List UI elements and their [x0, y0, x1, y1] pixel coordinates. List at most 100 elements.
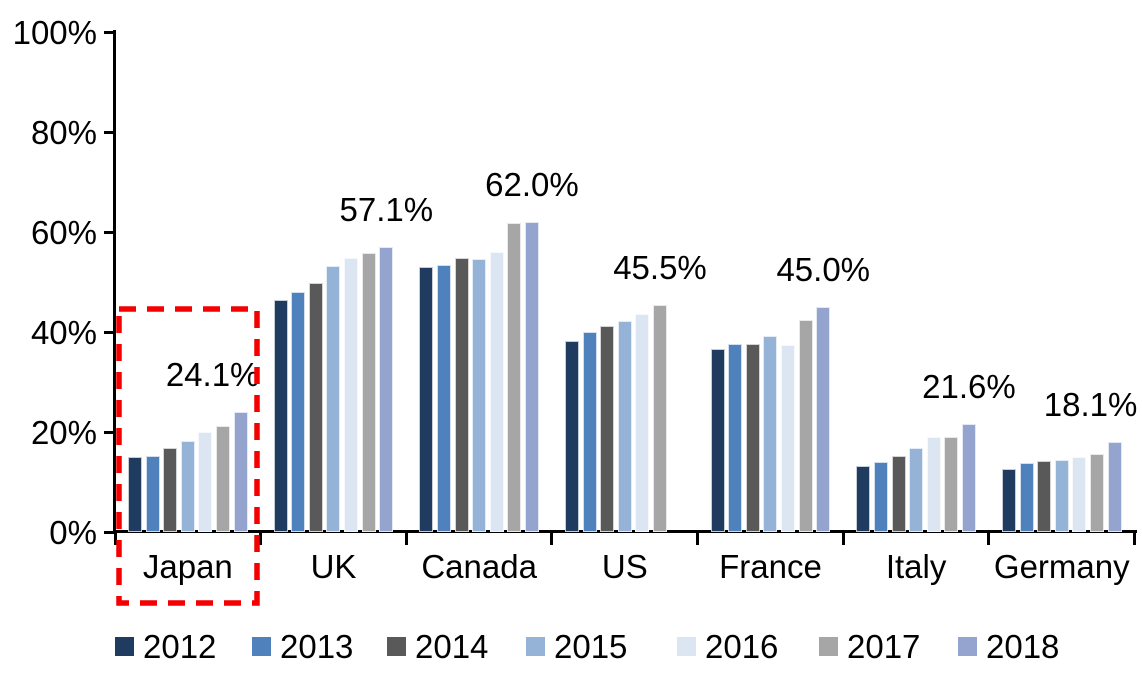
category-label-germany: Germany [993, 548, 1130, 585]
legend-label-2018: 2018 [986, 628, 1060, 665]
y-tick-label: 100% [12, 14, 97, 51]
bar-germany-2016 [1072, 456, 1087, 532]
category-label-us: US [601, 548, 648, 585]
bar-canada-2018 [524, 222, 539, 532]
y-tick [104, 530, 115, 534]
category-label-japan: Japan [142, 548, 233, 585]
y-tick [104, 230, 115, 234]
bar-france-2015 [763, 335, 778, 532]
bar-uk-2018 [379, 246, 394, 532]
x-tick [841, 532, 845, 545]
bar-uk-2014 [308, 283, 323, 532]
bar-france-2016 [781, 344, 796, 532]
bar-group-germany [989, 32, 1135, 532]
bar-japan-2016 [198, 431, 213, 532]
bar-france-2013 [728, 343, 743, 532]
bar-uk-2016 [344, 258, 359, 532]
y-tick-label: 80% [30, 114, 97, 151]
bar-italy-2014 [891, 455, 906, 532]
bar-italy-2013 [873, 461, 888, 532]
bar-italy-2015 [909, 448, 924, 532]
legend-swatch-2014 [387, 637, 406, 656]
y-tick [104, 30, 115, 34]
x-tick [113, 532, 117, 545]
x-tick [404, 532, 408, 545]
bar-germany-2013 [1019, 463, 1034, 532]
bar-france-2017 [798, 319, 813, 532]
bar-uk-2015 [326, 266, 341, 532]
legend-swatch-2018 [958, 637, 977, 656]
bar-italy-2018 [961, 424, 976, 532]
bar-us-2016 [635, 313, 650, 532]
category-label-italy: Italy [885, 548, 947, 585]
bar-group-japan [115, 32, 261, 532]
bar-france-2018 [816, 307, 831, 532]
legend-swatch-2016 [677, 637, 696, 656]
bar-italy-2017 [944, 436, 959, 532]
legend-label-2015: 2015 [554, 628, 628, 665]
legend-swatch-2017 [819, 637, 838, 656]
bar-france-2012 [710, 348, 725, 532]
bar-canada-2017 [507, 223, 522, 532]
data-label-germany: 18.1% [1043, 385, 1138, 423]
bar-japan-2012 [128, 457, 143, 532]
bar-germany-2012 [1001, 469, 1016, 532]
bar-germany-2015 [1054, 459, 1069, 532]
legend-label-2016: 2016 [705, 628, 779, 665]
legend-swatch-2012 [115, 637, 134, 656]
bar-group-canada [406, 32, 552, 532]
bar-us-2013 [582, 331, 597, 532]
bar-japan-2018 [233, 411, 248, 532]
legend-swatch-2013 [252, 637, 271, 656]
bar-germany-2014 [1037, 461, 1052, 532]
bar-group-uk [261, 32, 407, 532]
legend: 2012 2013 2014 2015 2016 2017 2018 [0, 629, 1142, 669]
category-label-canada: Canada [421, 548, 537, 585]
bar-uk-2017 [361, 252, 376, 532]
bar-uk-2012 [273, 300, 288, 532]
bar-canada-2013 [436, 265, 451, 532]
bar-canada-2015 [472, 258, 487, 532]
bar-italy-2016 [926, 437, 941, 532]
bar-uk-2013 [291, 292, 306, 532]
bar-group-us [552, 32, 698, 532]
legend-swatch-2015 [526, 637, 545, 656]
legend-label-2013: 2013 [280, 628, 354, 665]
bar-japan-2015 [180, 440, 195, 532]
x-tick [696, 532, 700, 545]
y-tick [104, 130, 115, 134]
data-label-italy: 21.6% [922, 368, 1016, 405]
x-tick [1133, 532, 1137, 545]
y-tick-label: 0% [49, 514, 97, 551]
bar-germany-2018 [1107, 441, 1122, 532]
bar-group-france [698, 32, 844, 532]
bar-france-2014 [745, 343, 760, 532]
bar-canada-2016 [489, 251, 504, 532]
y-tick-label: 20% [30, 414, 97, 451]
bar-germany-2017 [1089, 453, 1104, 532]
legend-label-2017: 2017 [847, 628, 921, 665]
bar-us-2017 [652, 304, 667, 532]
bar-japan-2017 [216, 425, 231, 532]
bar-group-italy [843, 32, 989, 532]
data-label-canada: 62.0% [485, 166, 579, 203]
bar-us-2012 [564, 340, 579, 532]
y-tick-label: 40% [30, 314, 97, 351]
data-label-us: 45.5% [613, 248, 707, 286]
x-tick [259, 532, 263, 545]
bar-japan-2014 [163, 447, 178, 532]
y-tick [104, 330, 115, 334]
bar-italy-2012 [856, 465, 871, 532]
legend-label-2012: 2012 [143, 628, 217, 665]
y-tick-label: 60% [30, 214, 97, 251]
category-label-uk: UK [310, 548, 357, 585]
bar-canada-2012 [419, 267, 434, 532]
data-label-france: 45.0% [776, 251, 871, 288]
legend-label-2014: 2014 [415, 628, 489, 665]
bar-japan-2013 [145, 455, 160, 532]
y-tick [104, 430, 115, 434]
bar-us-2014 [600, 325, 615, 532]
bar-canada-2014 [454, 257, 469, 532]
bar-us-2015 [617, 321, 632, 532]
